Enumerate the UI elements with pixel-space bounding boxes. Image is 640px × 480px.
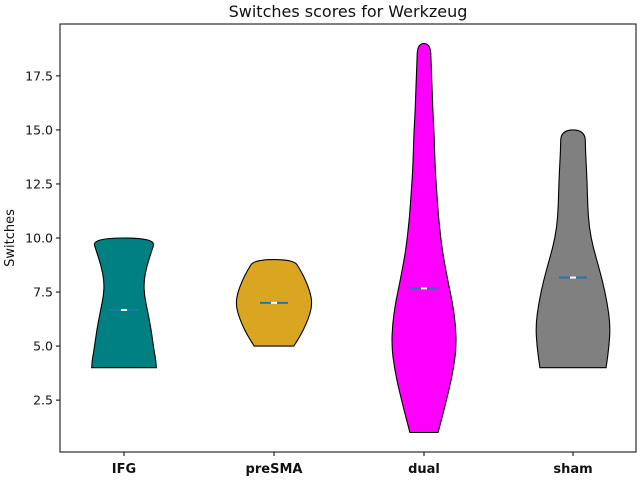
plot-frame	[59, 23, 637, 453]
x-tick-label-sham: sham	[553, 462, 592, 477]
y-tick-label: 2.5	[33, 393, 53, 408]
y-tick-label: 10.0	[25, 231, 53, 246]
y-tick-label: 5.0	[33, 339, 53, 354]
x-tick-label-dual: dual	[408, 462, 440, 477]
y-axis-label: Switches	[3, 209, 18, 267]
violin-sham	[535, 129, 611, 369]
x-axis: IFG preSMA dual sham	[112, 452, 593, 477]
violin-group	[91, 42, 611, 434]
chart-title: Switches scores for Werkzeug	[229, 2, 468, 21]
x-tick-label-ifg: IFG	[112, 462, 136, 477]
y-axis: 2.5 5.0 7.5 10.0 12.5 15.0 17.5	[25, 68, 60, 408]
mean-markers	[110, 276, 587, 311]
y-tick-label: 17.5	[25, 68, 53, 83]
x-tick-label-presma: preSMA	[246, 462, 303, 477]
violin-ifg	[91, 237, 157, 369]
y-tick-label: 12.5	[25, 176, 53, 191]
violin-dual	[391, 42, 457, 434]
y-tick-label: 7.5	[33, 285, 53, 300]
y-tick-label: 15.0	[25, 122, 53, 137]
